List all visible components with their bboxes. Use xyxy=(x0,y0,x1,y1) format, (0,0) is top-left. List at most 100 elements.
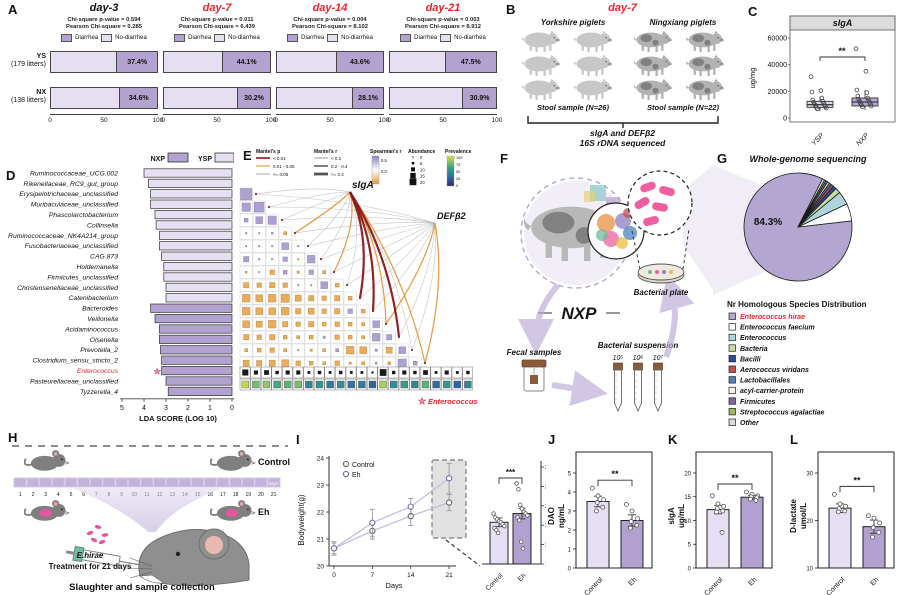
correlation-cell xyxy=(256,360,263,367)
significance-stars: ** xyxy=(838,46,846,56)
microbe-blob xyxy=(596,229,608,241)
yorkshire-group-title: Yorkshire piglets xyxy=(540,18,606,27)
abundance-cell xyxy=(275,370,279,375)
correlation-cell xyxy=(296,270,300,274)
legend-swatch xyxy=(728,333,736,342)
correlation-cell xyxy=(297,349,300,352)
data-point xyxy=(808,74,814,79)
correlation-cell xyxy=(243,256,250,263)
bacterium-icon xyxy=(634,197,650,209)
data-point xyxy=(514,481,519,486)
data-point xyxy=(748,496,753,502)
legend-swatch xyxy=(728,365,736,373)
stacked-bar: 28.1% xyxy=(276,87,384,109)
diarrhea-subchart: day-7 Chi-square p-value = 0.011 Pearson C… xyxy=(161,2,276,138)
y-tick: 5 xyxy=(688,543,692,549)
correlation-cell xyxy=(334,360,340,366)
lda-bar xyxy=(165,293,233,303)
taxon-label: Olsenella xyxy=(90,337,119,344)
correlation-cell xyxy=(258,271,261,274)
legend-tick: 15 xyxy=(420,174,425,179)
stool-sample-right: Stool sample (N=22) xyxy=(647,103,719,112)
abundance-cell xyxy=(379,369,387,376)
correlation-cell xyxy=(346,346,355,355)
mantel-link xyxy=(333,191,353,273)
lda-bar xyxy=(154,210,233,220)
mantel-correlation-chart: Mantel's p< 0.01 0.01 - 0.05 >= 0.05 Mantel… xyxy=(239,149,478,406)
data-point xyxy=(871,515,877,521)
boxplot-title: sIgA xyxy=(833,18,853,28)
panel-j-label: J xyxy=(548,432,556,447)
abundance-cell xyxy=(391,370,396,375)
legend-item: >= 0.4 xyxy=(331,172,344,177)
pig-icon xyxy=(573,30,612,52)
bacterium-icon xyxy=(652,202,668,212)
day-number: 2 xyxy=(32,492,35,498)
y-tick: 0 xyxy=(688,566,692,572)
correlation-cell xyxy=(281,242,289,250)
x-category-label: Control xyxy=(485,572,505,592)
correlation-cell xyxy=(269,334,276,341)
legend-swatch xyxy=(728,386,736,395)
siga-bar-chart: 0 5 10 15 20 sIgA ug/mL Control Eh ** xyxy=(667,451,773,595)
day-number: 6 xyxy=(82,492,85,498)
y-tick: 0 xyxy=(783,116,787,123)
day7-title: day-7 xyxy=(608,2,637,14)
diarrhea-segment: 30.2% xyxy=(237,88,270,108)
day-number: 19 xyxy=(246,492,252,498)
prevalence-cell xyxy=(358,380,366,389)
data-point xyxy=(516,487,521,492)
legend-label: Diarrhea xyxy=(301,35,325,41)
correlation-cell xyxy=(310,284,313,287)
siga-node-label: sIgA xyxy=(352,180,374,191)
lda-bar xyxy=(159,324,233,334)
x-tick: 3 xyxy=(164,405,168,412)
legend-tick: 75 xyxy=(456,163,460,167)
data-point xyxy=(853,46,859,51)
prevalence-cell xyxy=(453,380,462,389)
subchart-title: day-14 xyxy=(312,2,348,14)
correlation-cell xyxy=(309,335,314,340)
pie-legend-item: Other xyxy=(740,420,760,427)
bracket xyxy=(527,116,719,128)
correlation-cell xyxy=(308,295,315,302)
y-axis-label-1: DAO xyxy=(547,507,556,525)
no-diarrhea-swatch xyxy=(327,34,339,42)
lda-bar xyxy=(159,230,233,240)
taxon-label: Enterococcus xyxy=(77,368,119,375)
chi-square-stats: Chi-square p-value = 0.011 Pearson Chi-sq… xyxy=(179,17,255,30)
legend-tick: 10 xyxy=(420,167,425,172)
x-axis-label: Days xyxy=(385,581,402,590)
legend-title: Spearman's r xyxy=(370,149,402,155)
correlation-cell xyxy=(280,293,290,303)
abundance-cell xyxy=(444,370,449,375)
data-point xyxy=(870,534,875,540)
data-point xyxy=(624,501,629,507)
legend-item: 0.2 - 0.4 xyxy=(331,164,348,169)
data-point xyxy=(837,501,843,507)
correlation-cell xyxy=(256,282,262,288)
prevalence-cell xyxy=(400,380,409,389)
x-axis: 0 50 100 xyxy=(274,114,389,124)
prevalence-cell xyxy=(336,380,345,389)
abundance-cell xyxy=(296,370,301,375)
prevalence-cell xyxy=(389,380,398,389)
legend-tick: 100 xyxy=(456,156,462,160)
diarrhea-swatch xyxy=(287,34,299,42)
legend-swatch xyxy=(728,408,736,416)
panel-c: C sIgA 0 20000 40000 60000 ug/mg YSP NXP ** xyxy=(745,0,900,148)
legend-item: 0.01 - 0.05 xyxy=(273,164,295,169)
data-point xyxy=(860,104,865,110)
data-point xyxy=(445,499,453,506)
y-tick: 2 xyxy=(568,528,572,534)
correlation-cell xyxy=(271,245,274,248)
data-point xyxy=(753,498,759,503)
correlation-cell xyxy=(348,361,352,365)
taxon-label: Bacteroides xyxy=(82,306,118,313)
series-line xyxy=(333,477,450,549)
correlation-cell xyxy=(268,320,277,329)
day-number: 18 xyxy=(233,492,239,498)
tube-cap xyxy=(633,362,643,371)
data-point xyxy=(601,497,606,502)
legend-swatch xyxy=(728,397,736,405)
